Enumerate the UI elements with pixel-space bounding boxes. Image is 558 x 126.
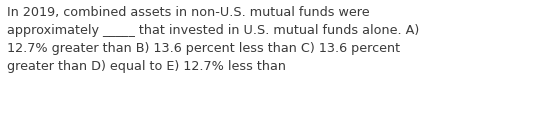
Text: In 2019, combined assets in non-U.S. mutual funds were
approximately _____ that : In 2019, combined assets in non-U.S. mut… <box>7 6 419 73</box>
